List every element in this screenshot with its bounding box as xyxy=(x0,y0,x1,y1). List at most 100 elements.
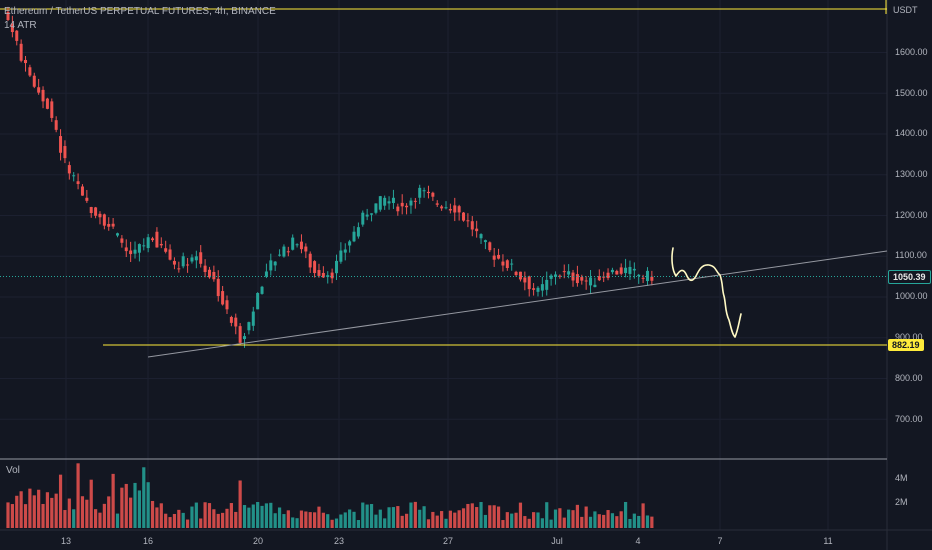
volume-bar xyxy=(545,502,549,528)
volume-bar xyxy=(10,504,14,528)
candle-body xyxy=(225,300,229,310)
volume-bar xyxy=(234,511,238,528)
candle-body xyxy=(448,208,452,211)
volume-bar xyxy=(610,513,615,528)
candle-body xyxy=(207,269,211,278)
candle-body xyxy=(264,271,268,277)
volume-bar xyxy=(588,516,593,528)
volume-bar xyxy=(168,517,172,528)
candle-body xyxy=(440,206,444,209)
candles xyxy=(6,6,654,348)
candle-body xyxy=(146,237,150,249)
price-tick: 700.00 xyxy=(895,414,923,424)
volume-bar xyxy=(247,507,251,528)
candle-body xyxy=(602,276,606,278)
indicator-label[interactable]: 14 ATR xyxy=(4,20,37,31)
volume-bar xyxy=(584,506,588,528)
volume-bar xyxy=(137,490,141,528)
volume-bar xyxy=(282,514,286,528)
volume-bar xyxy=(623,501,628,528)
volume-bar xyxy=(440,511,444,528)
volume-tick: 2M xyxy=(895,497,908,507)
chart-title[interactable]: Ethereum / TetherUS PERPETUAL FUTURES, 4… xyxy=(4,6,276,17)
volume-bar xyxy=(269,502,273,528)
candle-body xyxy=(24,59,28,64)
volume-bar xyxy=(32,495,36,528)
volume-bar xyxy=(277,507,282,528)
volume-bar xyxy=(479,502,483,528)
volume-bar xyxy=(85,499,89,528)
price-tick: 1300.00 xyxy=(895,169,928,179)
candle-body xyxy=(102,214,106,226)
volume-bar xyxy=(207,503,212,528)
volume-bar xyxy=(94,509,98,528)
candle-body xyxy=(624,267,628,274)
candle-body xyxy=(50,101,54,118)
volume-bar xyxy=(76,463,80,528)
candle-body xyxy=(15,30,19,41)
candle-body xyxy=(317,270,321,276)
volume-bar xyxy=(527,518,531,528)
volume-bar xyxy=(444,518,448,528)
candle-body xyxy=(186,264,190,266)
volume-bar xyxy=(597,514,601,528)
volume-bar xyxy=(102,503,106,528)
volume-bar xyxy=(488,505,492,528)
candle-body xyxy=(243,336,247,340)
candle-body xyxy=(615,270,619,275)
volume-bar xyxy=(369,504,374,528)
time-tick: 4 xyxy=(635,536,641,546)
volume-bar xyxy=(496,506,501,528)
volume-bar xyxy=(225,508,229,528)
volume-bar xyxy=(619,511,623,528)
volume-bar xyxy=(54,493,58,528)
volume-bar xyxy=(251,504,255,528)
candle-body xyxy=(107,223,111,227)
candle-body xyxy=(575,274,579,284)
candle-body xyxy=(378,196,382,210)
candle-body xyxy=(181,256,185,267)
candle-body xyxy=(19,43,23,61)
volume-bar xyxy=(409,502,413,528)
volume-label[interactable]: Vol xyxy=(6,465,20,476)
volume-bar xyxy=(383,518,387,528)
candle-body xyxy=(637,274,641,277)
volume-bar xyxy=(229,503,233,528)
candle-body xyxy=(212,271,216,280)
candle-body xyxy=(479,234,483,239)
candle-body xyxy=(597,276,601,281)
volume-bar xyxy=(453,512,457,528)
candle-body xyxy=(32,75,36,87)
volume-bar xyxy=(339,514,343,528)
price-tick: 1000.00 xyxy=(895,291,928,301)
volume-bar xyxy=(374,514,378,528)
volume-bar xyxy=(435,515,439,528)
volume-bar xyxy=(326,514,330,528)
volume-bar xyxy=(418,509,422,528)
volume-bar xyxy=(321,512,325,528)
volume-bar xyxy=(291,517,295,528)
price-tick: 800.00 xyxy=(895,373,923,383)
volume-bar xyxy=(299,510,304,528)
volume-bar xyxy=(72,509,76,528)
price-tick: 1400.00 xyxy=(895,128,928,138)
volume-bar xyxy=(475,507,479,528)
candle-body xyxy=(518,271,522,280)
candle-body xyxy=(299,241,303,250)
time-tick: 11 xyxy=(823,536,833,546)
ascending-trendline[interactable] xyxy=(147,250,888,358)
volume-bar xyxy=(164,513,168,528)
candle-body xyxy=(142,245,146,247)
candle-body xyxy=(387,201,391,204)
volume-bar xyxy=(461,508,466,528)
hand-drawn-projection[interactable] xyxy=(671,247,742,338)
candle-body xyxy=(426,191,430,194)
candle-body xyxy=(291,237,295,250)
candle-body xyxy=(567,271,571,275)
volume-bar xyxy=(199,518,203,528)
candle-body xyxy=(365,214,369,217)
candle-body xyxy=(409,200,413,206)
candle-body xyxy=(269,260,273,271)
time-tick: 20 xyxy=(252,536,264,546)
